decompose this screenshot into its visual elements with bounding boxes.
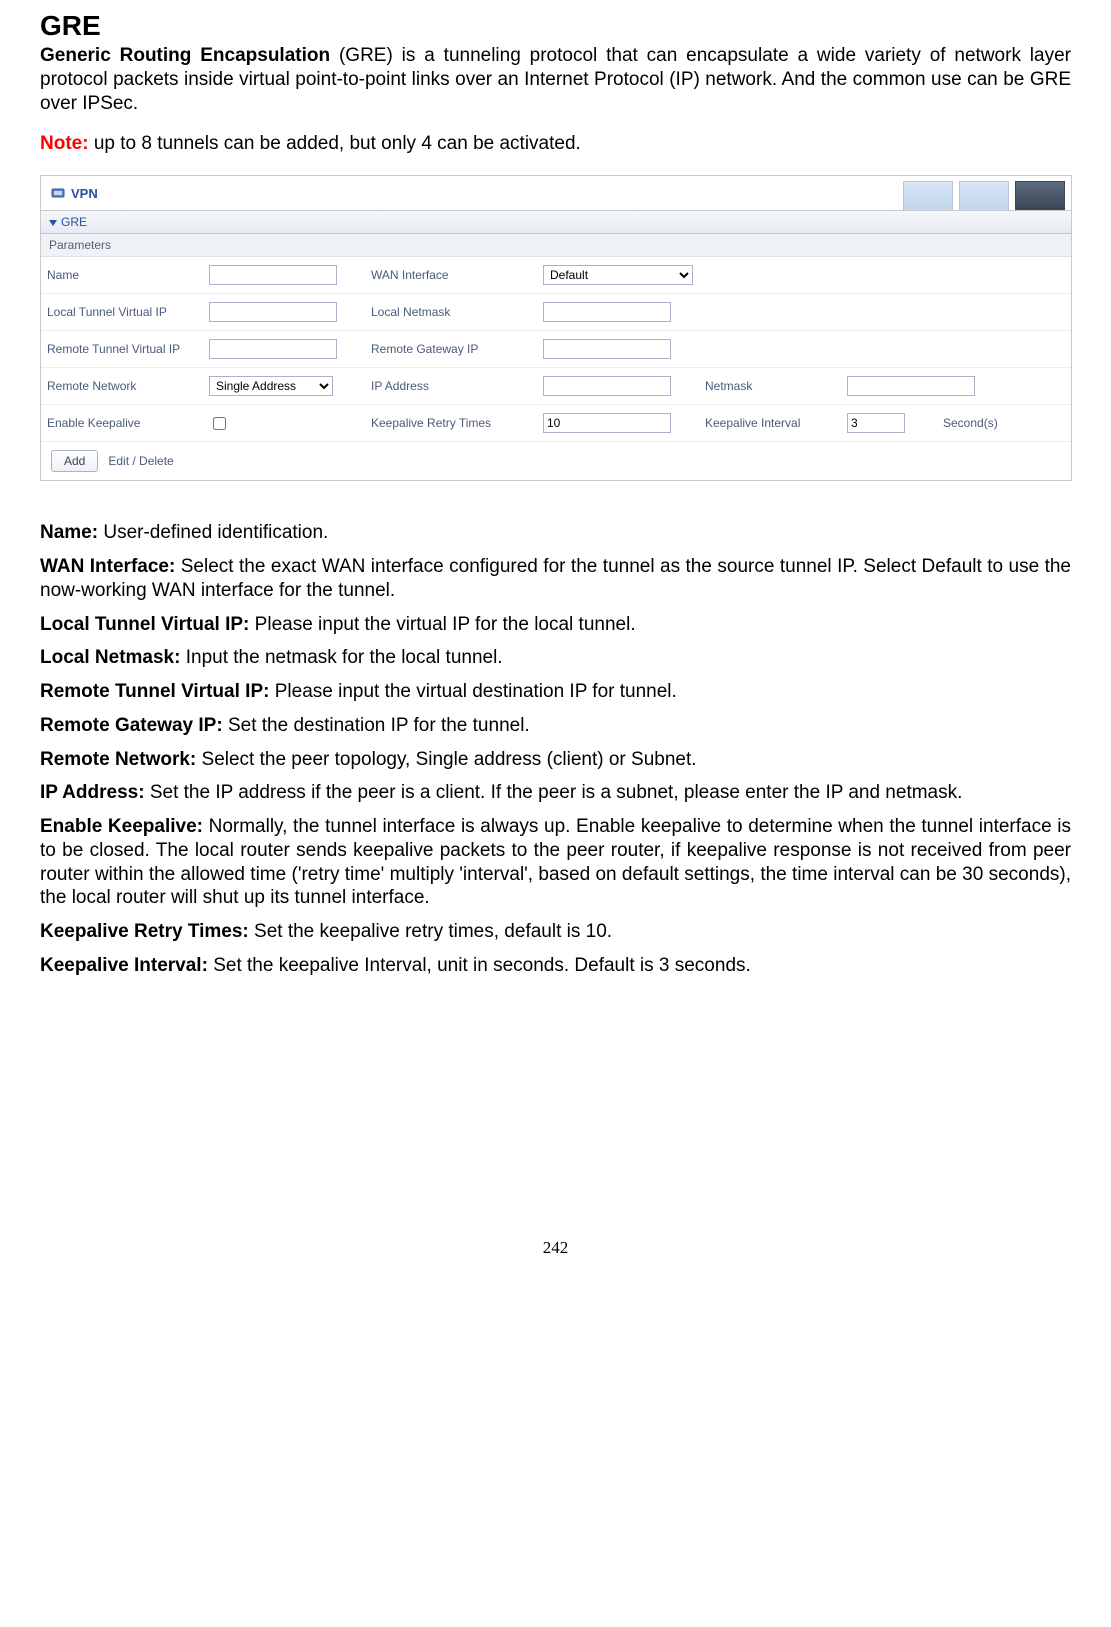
header-images — [903, 176, 1071, 210]
def-ek: Enable Keepalive: Normally, the tunnel i… — [40, 815, 1071, 910]
label-ip-address: IP Address — [365, 368, 537, 405]
row-local-tunnel: Local Tunnel Virtual IP Local Netmask — [41, 294, 1071, 331]
vpn-panel: VPN GRE Parameters Name WAN Interface De… — [40, 175, 1072, 481]
label-netmask: Netmask — [699, 368, 841, 405]
header-img-1 — [903, 181, 953, 210]
note-text: up to 8 tunnels can be added, but only 4… — [89, 133, 581, 154]
gre-form: Name WAN Interface Default Local Tunnel … — [41, 257, 1071, 442]
def-ek-b: Enable Keepalive: — [40, 816, 203, 837]
seconds-label: Second(s) — [943, 416, 998, 430]
def-wan-t: Select the exact WAN interface configure… — [40, 556, 1071, 601]
gre-section-bar[interactable]: GRE — [41, 211, 1071, 234]
chevron-down-icon — [49, 220, 57, 226]
def-rgip-b: Remote Gateway IP: — [40, 715, 223, 736]
label-local-netmask: Local Netmask — [365, 294, 537, 331]
def-ki-t: Set the keepalive Interval, unit in seco… — [208, 955, 751, 976]
def-ip-t: Set the IP address if the peer is a clie… — [145, 782, 963, 803]
remote-gateway-ip-input[interactable] — [543, 339, 671, 359]
def-name: Name: User-defined identification. — [40, 521, 1071, 545]
row-remote-tunnel: Remote Tunnel Virtual IP Remote Gateway … — [41, 331, 1071, 368]
name-input[interactable] — [209, 265, 337, 285]
edit-delete-link[interactable]: Edit / Delete — [108, 454, 173, 468]
remote-tunnel-vip-input[interactable] — [209, 339, 337, 359]
def-rn: Remote Network: Select the peer topology… — [40, 748, 1071, 772]
ip-address-input[interactable] — [543, 376, 671, 396]
def-name-b: Name: — [40, 522, 98, 543]
def-rtvip-t: Please input the virtual destination IP … — [269, 681, 676, 702]
note-label: Note: — [40, 133, 89, 154]
button-row: Add Edit / Delete — [41, 442, 1071, 480]
note-line: Note: up to 8 tunnels can be added, but … — [40, 133, 1071, 155]
def-ip-b: IP Address: — [40, 782, 145, 803]
local-netmask-input[interactable] — [543, 302, 671, 322]
enable-keepalive-checkbox[interactable] — [213, 417, 226, 430]
row-remote-network: Remote Network Single Address IP Address… — [41, 368, 1071, 405]
def-rgip-t: Set the destination IP for the tunnel. — [223, 715, 530, 736]
keepalive-interval-input[interactable] — [847, 413, 905, 433]
page-title: GRE — [40, 10, 1071, 42]
label-remote-tunnel-vip: Remote Tunnel Virtual IP — [41, 331, 203, 368]
def-ltvip: Local Tunnel Virtual IP: Please input th… — [40, 613, 1071, 637]
vpn-header: VPN — [41, 176, 1071, 211]
parameters-bar: Parameters — [41, 234, 1071, 257]
def-krt-b: Keepalive Retry Times: — [40, 921, 249, 942]
def-ln: Local Netmask: Input the netmask for the… — [40, 646, 1071, 670]
def-rgip: Remote Gateway IP: Set the destination I… — [40, 714, 1071, 738]
wan-interface-select[interactable]: Default — [543, 265, 693, 285]
label-wan-interface: WAN Interface — [365, 257, 537, 294]
label-name: Name — [41, 257, 203, 294]
def-ln-t: Input the netmask for the local tunnel. — [180, 647, 502, 668]
local-tunnel-vip-input[interactable] — [209, 302, 337, 322]
def-ki-b: Keepalive Interval: — [40, 955, 208, 976]
def-rn-b: Remote Network: — [40, 749, 196, 770]
label-remote-network: Remote Network — [41, 368, 203, 405]
netmask-input[interactable] — [847, 376, 975, 396]
intro-paragraph: Generic Routing Encapsulation (GRE) is a… — [40, 44, 1071, 115]
def-ltvip-b: Local Tunnel Virtual IP: — [40, 614, 249, 635]
def-rtvip-b: Remote Tunnel Virtual IP: — [40, 681, 269, 702]
add-button[interactable]: Add — [51, 450, 98, 472]
def-ip: IP Address: Set the IP address if the pe… — [40, 781, 1071, 805]
label-remote-gateway-ip: Remote Gateway IP — [365, 331, 537, 368]
header-img-2 — [959, 181, 1009, 210]
label-enable-keepalive: Enable Keepalive — [41, 405, 203, 442]
vpn-icon — [51, 186, 65, 200]
keepalive-retry-input[interactable] — [543, 413, 671, 433]
remote-network-select[interactable]: Single Address — [209, 376, 333, 396]
vpn-title: VPN — [71, 186, 98, 201]
def-wan: WAN Interface: Select the exact WAN inte… — [40, 555, 1071, 603]
label-keepalive-interval: Keepalive Interval — [699, 405, 841, 442]
header-img-3 — [1015, 181, 1065, 210]
row-name: Name WAN Interface Default — [41, 257, 1071, 294]
label-local-tunnel-vip: Local Tunnel Virtual IP — [41, 294, 203, 331]
def-rtvip: Remote Tunnel Virtual IP: Please input t… — [40, 680, 1071, 704]
def-name-t: User-defined identification. — [98, 522, 328, 543]
def-ltvip-t: Please input the virtual IP for the loca… — [249, 614, 635, 635]
gre-section-label: GRE — [61, 215, 87, 229]
row-keepalive: Enable Keepalive Keepalive Retry Times K… — [41, 405, 1071, 442]
label-keepalive-retry: Keepalive Retry Times — [365, 405, 537, 442]
definitions: Name: User-defined identification. WAN I… — [40, 521, 1071, 977]
intro-bold: Generic Routing Encapsulation — [40, 45, 330, 66]
def-ln-b: Local Netmask: — [40, 647, 180, 668]
def-krt-t: Set the keepalive retry times, default i… — [249, 921, 612, 942]
def-krt: Keepalive Retry Times: Set the keepalive… — [40, 920, 1071, 944]
def-ki: Keepalive Interval: Set the keepalive In… — [40, 954, 1071, 978]
def-wan-b: WAN Interface: — [40, 556, 175, 577]
def-rn-t: Select the peer topology, Single address… — [196, 749, 696, 770]
page-number: 242 — [40, 1238, 1071, 1258]
